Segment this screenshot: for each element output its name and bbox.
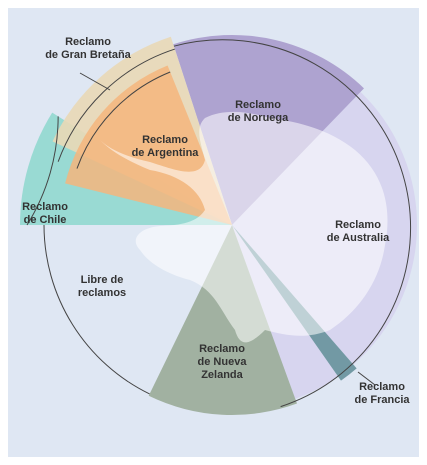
region-label: de Gran Bretaña — [45, 49, 131, 61]
region-label: Reclamo — [335, 219, 381, 231]
region-label: de Nueva — [198, 356, 248, 368]
pointer-line — [357, 371, 376, 386]
pointer-line — [79, 72, 111, 91]
region-label: Reclamo — [359, 381, 405, 393]
region-label: Zelanda — [201, 369, 243, 381]
region-label: Libre de — [81, 274, 124, 286]
claim-arc — [76, 71, 171, 169]
boundary-arc — [43, 224, 150, 395]
claim-arc — [26, 116, 59, 226]
region-label: de Argentina — [132, 147, 200, 159]
claim-arc — [57, 48, 175, 162]
region-label: reclamos — [78, 287, 126, 299]
region-label: de Francia — [354, 394, 410, 406]
boundary-arc — [173, 39, 412, 408]
region-label: de Noruega — [228, 112, 289, 124]
region-label: de Chile — [24, 214, 67, 226]
region-label: Reclamo — [142, 134, 188, 146]
region-label: Reclamo — [65, 36, 111, 48]
region-label: de Australia — [327, 232, 390, 244]
region-label: Reclamo — [22, 201, 68, 213]
new-zealand-wedge — [148, 225, 297, 416]
region-label: Reclamo — [199, 343, 245, 355]
continent — [100, 111, 388, 343]
region-label: Reclamo — [235, 99, 281, 111]
